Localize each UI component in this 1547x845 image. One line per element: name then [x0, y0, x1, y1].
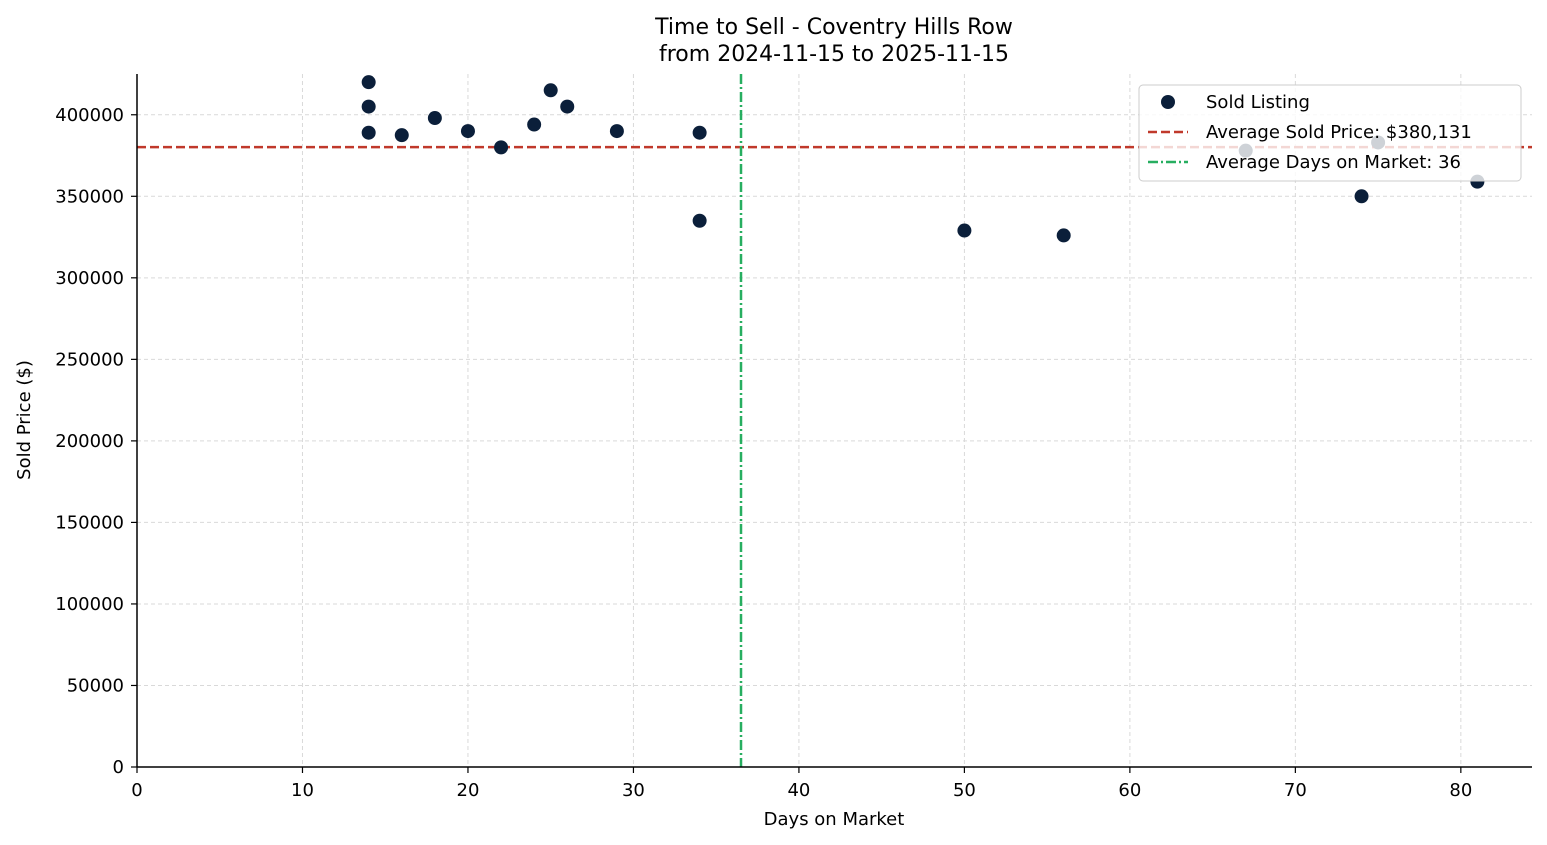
y-tick-label: 400000 [55, 105, 124, 126]
data-point [692, 125, 707, 140]
x-tick-label: 20 [457, 780, 480, 801]
y-tick-label: 0 [113, 757, 124, 778]
data-point [361, 125, 376, 140]
legend-marker-sold-listing [1161, 95, 1175, 109]
y-axis-label: Sold Price ($) [14, 360, 35, 480]
chart-title-line1: Time to Sell - Coventry Hills Row [654, 15, 1013, 40]
legend-box [1138, 84, 1522, 182]
data-point [543, 83, 558, 98]
data-point [609, 124, 624, 139]
legend-label-avg-price: Average Sold Price: $380,131 [1206, 122, 1472, 143]
legend-label-avg-days: Average Days on Market: 36 [1206, 152, 1461, 173]
data-point [957, 223, 972, 238]
legend-label-sold-listing: Sold Listing [1206, 92, 1310, 113]
chart-title-line2: from 2024-11-15 to 2025-11-15 [659, 42, 1009, 67]
legend: Sold Listing Average Sold Price: $380,13… [1138, 84, 1522, 182]
y-tick-label: 100000 [55, 594, 124, 615]
y-tick-label: 150000 [55, 512, 124, 533]
x-tick-label: 50 [953, 780, 976, 801]
data-point [394, 128, 409, 143]
y-tick-label: 300000 [55, 268, 124, 289]
x-tick-label: 0 [131, 780, 142, 801]
data-point [1056, 228, 1071, 243]
y-tick-label: 50000 [67, 675, 124, 696]
x-tick-label: 40 [787, 780, 810, 801]
data-point [361, 99, 376, 114]
data-point [527, 117, 542, 132]
data-point [692, 213, 707, 228]
y-tick-label: 200000 [55, 431, 124, 452]
data-point [460, 124, 475, 139]
x-tick-label: 80 [1449, 780, 1472, 801]
axes [131, 74, 1532, 773]
data-point [494, 140, 509, 155]
y-tick-label: 250000 [55, 349, 124, 370]
x-tick-label: 70 [1284, 780, 1307, 801]
x-axis-label: Days on Market [764, 809, 905, 830]
x-tick-label: 10 [291, 780, 314, 801]
data-point [427, 111, 442, 126]
data-point [361, 75, 376, 90]
tick-labels: 0 10 20 30 40 50 60 70 80 0 50000 100000 150000 20000… [55, 105, 1472, 801]
data-point [1354, 189, 1369, 204]
x-tick-label: 30 [622, 780, 645, 801]
y-tick-label: 350000 [55, 186, 124, 207]
x-tick-label: 60 [1118, 780, 1141, 801]
data-point [560, 99, 575, 114]
